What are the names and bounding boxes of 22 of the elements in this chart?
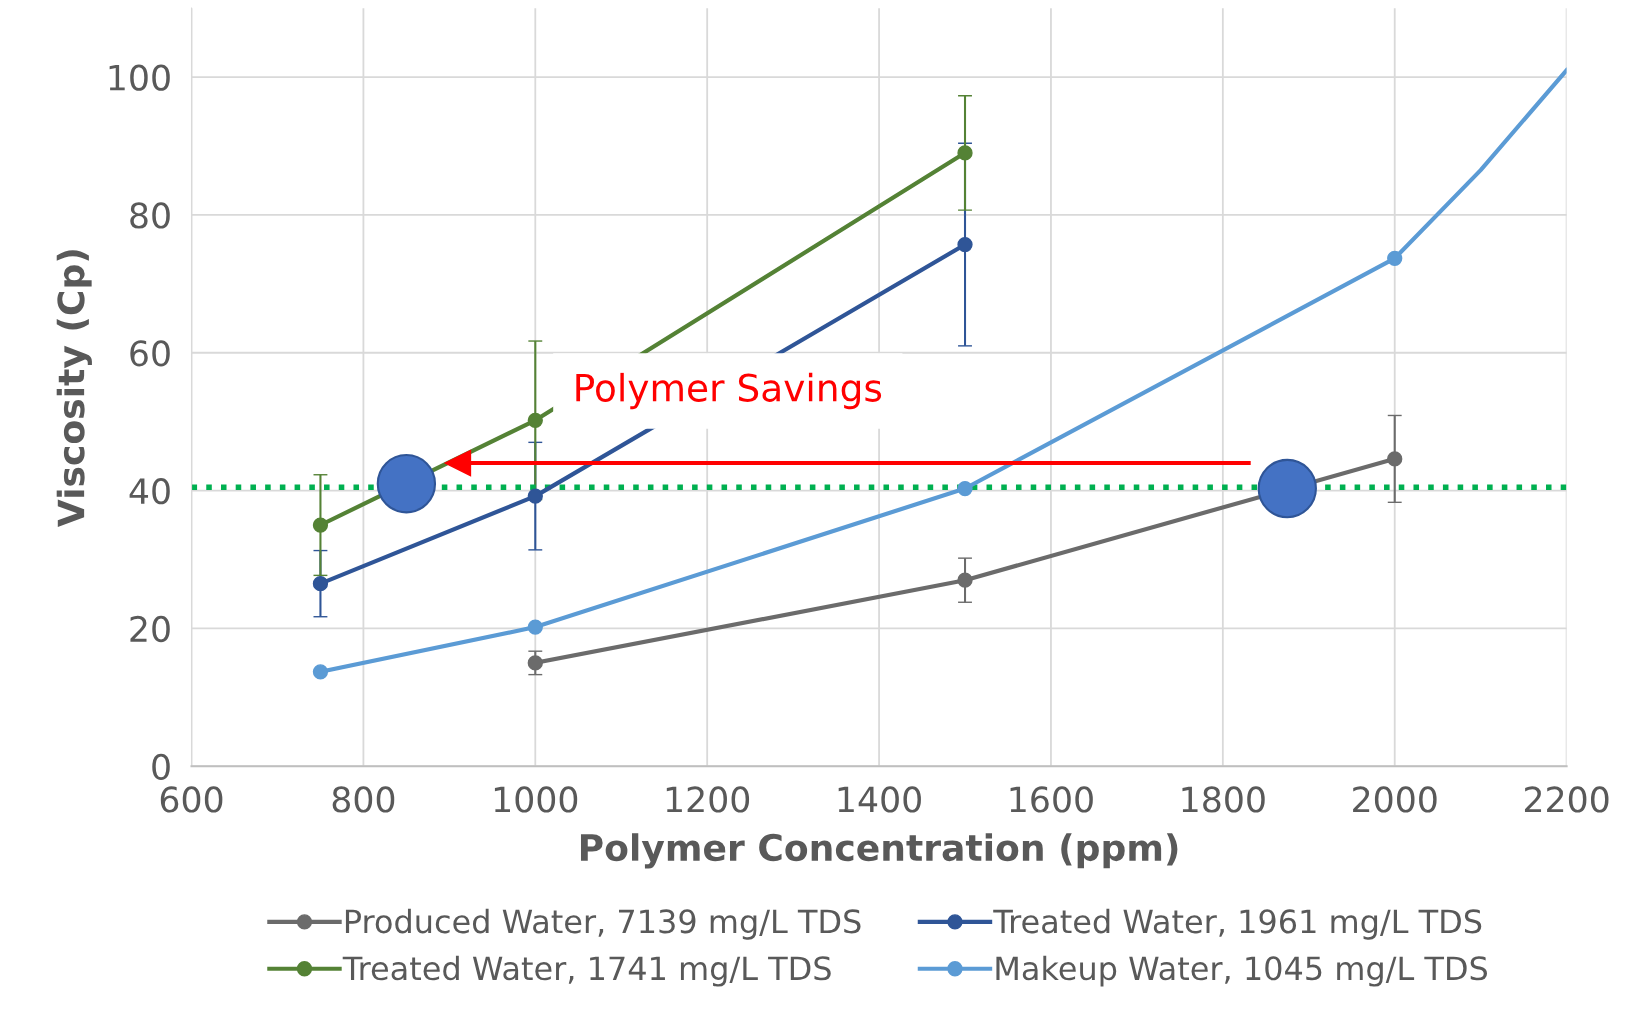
y-tick-label: 40 bbox=[129, 478, 170, 505]
x-tick-label: 2000 bbox=[1353, 786, 1437, 813]
x-tick-label: 1400 bbox=[838, 786, 921, 813]
y-tick-label: 0 bbox=[152, 753, 170, 780]
legend-label: Treated Water, 1961 mg/L TDS bbox=[993, 908, 1482, 940]
annotation: Polymer Savings bbox=[576, 372, 882, 410]
legend-label: Makeup Water, 1045 mg/L TDS bbox=[996, 955, 1488, 987]
x-tick-label: 2200 bbox=[1524, 786, 1609, 813]
x-tick-label: 1200 bbox=[666, 786, 750, 813]
x-tick-label: 800 bbox=[332, 786, 395, 813]
y-axis-title: Viscosity (Cp) bbox=[56, 250, 92, 528]
y-tick-label: 20 bbox=[130, 615, 170, 643]
x-tick-label: 1800 bbox=[1182, 786, 1265, 813]
x-tick-label: 1000 bbox=[494, 786, 578, 813]
x-tick-label: 600 bbox=[160, 786, 223, 813]
legend-label: Treated Water, 1741 mg/L TDS bbox=[342, 955, 831, 987]
x-axis-title: Polymer Concentration (ppm) bbox=[580, 833, 1178, 869]
y-tick-label: 60 bbox=[130, 340, 170, 367]
legend-label: Produced Water, 7139 mg/L TDS bbox=[345, 908, 861, 940]
x-tick-label: 1600 bbox=[1010, 786, 1093, 813]
y-tick-label: 80 bbox=[130, 202, 170, 229]
y-tick-label: 100 bbox=[109, 64, 170, 91]
